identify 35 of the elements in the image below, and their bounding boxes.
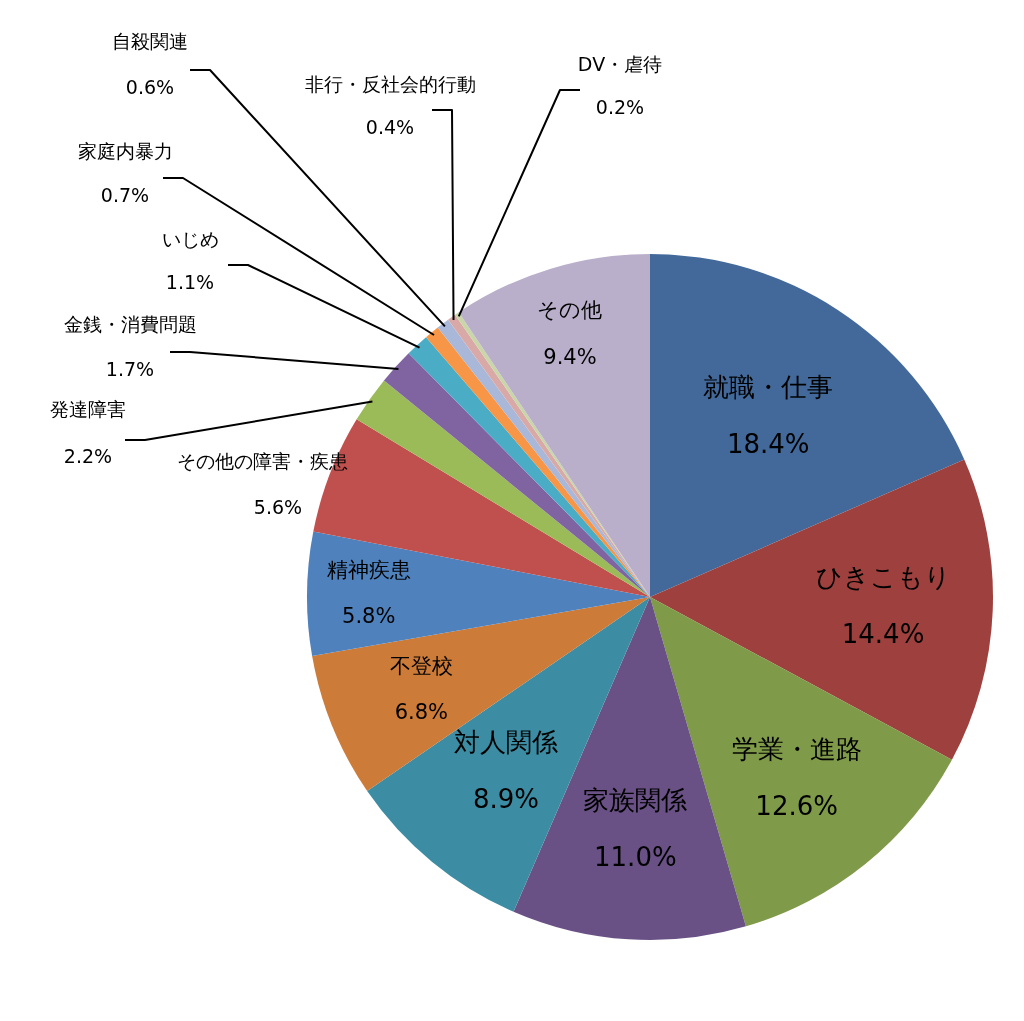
slice-label: 不登校	[389, 654, 453, 679]
slice-label: 対人関係	[454, 727, 559, 758]
data-label: 0.4%	[365, 116, 415, 138]
slice-label: 精神疾患	[326, 558, 411, 583]
data-label: 0.7%	[100, 184, 150, 206]
pie-slice	[650, 459, 993, 760]
data-label: 2.2%	[63, 445, 113, 467]
data-label: 18.4%	[726, 428, 810, 459]
slice-label: ひきこもり	[815, 561, 951, 592]
slice-label: 就職・仕事	[703, 371, 834, 402]
slice-label: 非行・反社会的行動	[304, 73, 476, 95]
data-label: 0.2%	[595, 96, 645, 118]
slice-label: 家庭内暴力	[77, 140, 173, 162]
data-label: 1.7%	[105, 358, 155, 380]
data-label: 12.6%	[755, 790, 838, 821]
slice-label: 自殺関連	[112, 30, 188, 52]
data-label: 0.6%	[125, 76, 175, 98]
pie-slice	[307, 531, 650, 657]
data-label: 5.6%	[253, 496, 303, 518]
slice-label: いじめ	[161, 228, 219, 250]
data-label: 11.0%	[594, 842, 677, 873]
slice-label: 金銭・消費問題	[63, 313, 197, 335]
data-label: 1.1%	[165, 271, 215, 293]
data-label: 6.8%	[394, 700, 448, 725]
slice-label: 学業・進路	[731, 733, 862, 764]
slice-label: その他	[537, 298, 603, 323]
slice-label: 発達障害	[50, 398, 126, 420]
data-label: 14.4%	[841, 619, 925, 650]
data-label: 8.9%	[472, 784, 540, 815]
pie-slice	[650, 254, 965, 597]
data-label: 5.8%	[342, 604, 396, 629]
data-label: 9.4%	[543, 344, 597, 369]
slice-label: 家族関係	[583, 785, 688, 816]
pie-slice	[458, 254, 650, 597]
slice-label: DV・虐待	[577, 53, 663, 75]
